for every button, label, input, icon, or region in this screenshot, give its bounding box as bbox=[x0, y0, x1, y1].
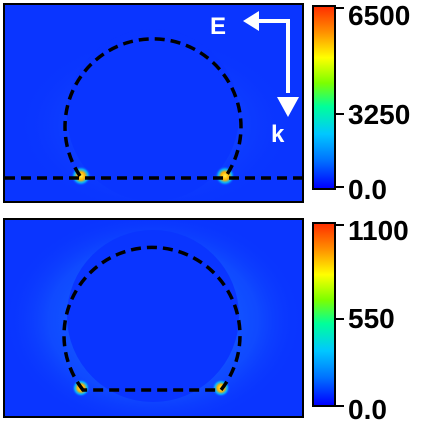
field-map-top: E k bbox=[3, 3, 304, 203]
particle-interior-top bbox=[67, 29, 239, 201]
colorbar-top-tick-min bbox=[336, 186, 344, 188]
colorbar-bottom-tick-mid bbox=[336, 318, 344, 320]
colorbar-top-min-label: 0.0 bbox=[348, 174, 387, 205]
colorbar-top-tick-max bbox=[336, 7, 344, 9]
colorbar-gradient-top bbox=[314, 7, 334, 188]
k-arrow-head bbox=[277, 97, 299, 117]
colorbar-bottom-max-label: 1100 bbox=[348, 215, 409, 246]
colorbar-top bbox=[312, 5, 336, 190]
colorbar-bottom-tick-max bbox=[336, 224, 344, 226]
colorbar-bottom-tick-min bbox=[336, 405, 344, 407]
colorbar-bottom-mid-label: 550 bbox=[348, 303, 395, 334]
particle-interior-bottom bbox=[67, 230, 239, 402]
field-map-bottom-svg bbox=[5, 220, 302, 416]
particle-outline-bottom bbox=[62, 245, 242, 392]
e-field-label: E bbox=[210, 13, 227, 40]
colorbar-gradient-bottom bbox=[314, 224, 334, 405]
k-vector-label: k bbox=[271, 121, 285, 148]
colorbar-top-max-label: 6500 bbox=[348, 0, 411, 31]
colorbar-top-mid-label: 3250 bbox=[348, 99, 411, 130]
field-map-top-svg bbox=[5, 5, 302, 201]
colorbar-bottom bbox=[312, 222, 336, 407]
field-map-bottom bbox=[3, 218, 304, 418]
colorbar-bottom-min-label: 0.0 bbox=[348, 394, 387, 425]
e-arrow-head bbox=[243, 11, 259, 31]
colorbar-top-tick-mid bbox=[336, 113, 344, 115]
particle-outline-top bbox=[63, 37, 243, 177]
